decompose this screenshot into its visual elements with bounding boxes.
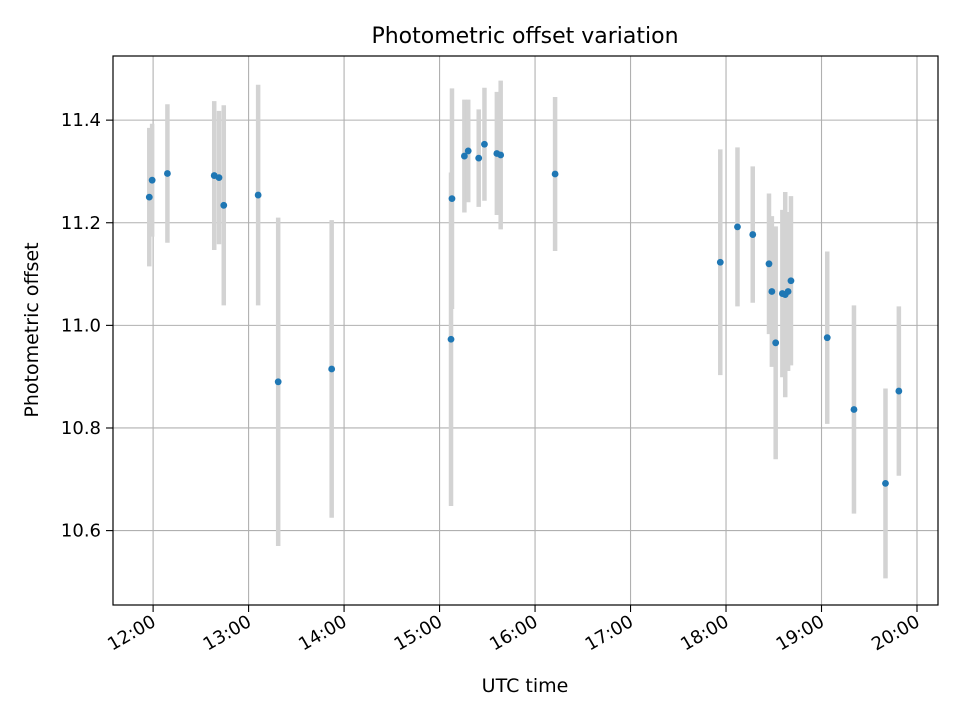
- data-point-31: [895, 387, 903, 395]
- data-point-9: [447, 335, 455, 343]
- data-point-29: [850, 406, 858, 413]
- y-axis-label: Photometric offset: [21, 242, 43, 417]
- y-tick-label-0: 10.6: [61, 521, 101, 542]
- y-tick-label-1: 10.8: [61, 418, 101, 439]
- data-point-12: [464, 147, 472, 155]
- data-point-0: [145, 193, 153, 201]
- data-point-17: [551, 170, 559, 178]
- data-point-7: [274, 378, 282, 386]
- data-point-14: [481, 140, 488, 148]
- x-axis-label: UTC time: [482, 675, 569, 697]
- data-point-11: [460, 152, 468, 160]
- y-tick-label-2: 11.0: [61, 315, 101, 336]
- data-point-20: [749, 231, 757, 238]
- data-point-19: [734, 223, 741, 231]
- data-point-22: [768, 288, 776, 295]
- data-point-5: [220, 201, 228, 209]
- data-point-6: [254, 191, 262, 199]
- y-tick-label-3: 11.2: [61, 213, 101, 234]
- data-point-23: [772, 339, 780, 347]
- data-point-10: [448, 195, 456, 203]
- data-point-8: [328, 365, 336, 373]
- data-point-18: [716, 258, 724, 266]
- point-layer: [145, 140, 903, 487]
- data-point-13: [475, 154, 483, 162]
- data-point-21: [765, 260, 773, 268]
- chart-title: Photometric offset variation: [371, 24, 678, 49]
- data-point-2: [164, 170, 171, 177]
- data-point-4: [215, 174, 223, 182]
- grid-layer: [113, 56, 938, 605]
- data-point-30: [882, 479, 889, 487]
- plot-frame: [112, 55, 939, 606]
- data-point-1: [148, 176, 156, 184]
- y-tick-label-4: 11.4: [61, 110, 101, 131]
- data-point-28: [823, 334, 831, 342]
- data-point-16: [497, 151, 505, 159]
- data-point-26: [784, 288, 792, 295]
- plot-area: [113, 56, 938, 605]
- data-point-27: [787, 277, 795, 285]
